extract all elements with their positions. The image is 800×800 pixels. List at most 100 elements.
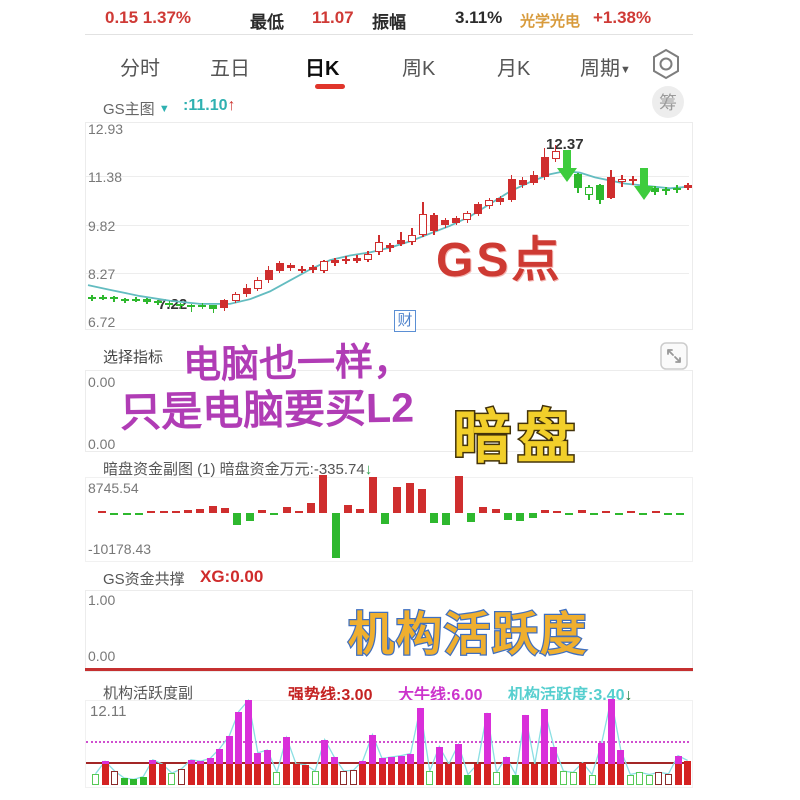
anpan-bar-up (491, 509, 500, 513)
candle-body (143, 299, 152, 302)
candle-body (397, 239, 406, 244)
candle-body (121, 298, 130, 301)
activity-bar-red-base (321, 764, 329, 785)
activity-bar-hollow-green (645, 774, 653, 785)
candle-body (187, 305, 196, 308)
activity-bar-red (445, 764, 453, 785)
activity-bar-hollow-green (559, 771, 567, 785)
candle-body (540, 157, 549, 178)
candle-body (474, 203, 483, 214)
tab-period-dropdown[interactable]: 周期▼ (580, 52, 631, 81)
picker-y-top: 0.00 (88, 374, 116, 390)
expand-icon[interactable] (660, 342, 688, 370)
candle-body (408, 234, 417, 242)
activity-bar-red (579, 762, 587, 785)
up-arrow-icon: ↑ (227, 97, 236, 114)
anpan-bar-down (270, 513, 279, 515)
gridline (86, 176, 689, 177)
main-indicator-value: :11.10↑ (183, 97, 235, 115)
tab-monthly-k[interactable]: 月K (497, 58, 531, 80)
anpan-bar-up (368, 477, 377, 513)
tab-weekly-k[interactable]: 周K (402, 58, 436, 80)
amplitude-value: 3.11% (455, 8, 503, 27)
empty-indicator-panel[interactable] (85, 370, 693, 452)
chevron-down-icon: ▼ (158, 103, 170, 115)
institution-activity-watermark: 机构活跃度 (347, 607, 588, 662)
activity-bar-red-base (225, 764, 233, 785)
candle-body (264, 270, 273, 281)
candle-body (231, 293, 240, 301)
indicator-value-text: :11.10 (183, 97, 228, 114)
anpan-bar-down (442, 513, 451, 526)
anpan-bar-up (577, 510, 586, 513)
activity-bar-magenta (368, 734, 376, 785)
tab-intraday[interactable]: 分时 (120, 58, 160, 80)
anpan-bar-down (134, 513, 143, 515)
activity-bar-green (120, 778, 128, 785)
candle-body (584, 186, 593, 196)
activity-bar-red (531, 764, 539, 785)
activity-bar-magenta (244, 700, 252, 785)
candle-body (606, 177, 615, 198)
activity-bar-hollow-red (665, 773, 672, 785)
candle-body (617, 178, 626, 183)
chips-badge[interactable]: 筹 (652, 86, 684, 118)
activity-y-label: 12.11 (90, 703, 127, 720)
anpan-bar-down (122, 513, 131, 515)
activity-bar-hollow-red (340, 771, 348, 785)
activity-bar-red-base (416, 764, 424, 785)
activity-bar-red-base (263, 764, 271, 785)
tab-daily-k[interactable]: 日K (305, 58, 340, 80)
gs-fund-panel[interactable] (85, 590, 693, 672)
candle-body (452, 218, 461, 223)
candle-body (485, 200, 494, 207)
candle-body (684, 184, 693, 189)
anpan-bar-up (626, 511, 635, 513)
activity-bar-red-base (235, 764, 243, 785)
anpan-bar-up (221, 508, 229, 513)
main-y-label: 12.93 (88, 121, 124, 137)
activity-bar-red-base (454, 764, 462, 785)
activity-bar-green (139, 776, 147, 785)
settings-gear-icon[interactable] (648, 46, 684, 82)
tab-five-day[interactable]: 五日 (210, 58, 250, 80)
low-label: 最低 (250, 13, 284, 32)
activity-bar-red-base (359, 764, 367, 785)
activity-bar-red-base (607, 764, 615, 785)
activity-bar-red (474, 764, 481, 785)
activity-bar-red (302, 764, 310, 785)
candle-body (518, 180, 527, 185)
candle-body (154, 301, 163, 304)
candle-body (198, 304, 207, 307)
main-y-label: 11.38 (88, 169, 122, 185)
sell-signal-arrow-stem (640, 168, 648, 186)
candle-body (99, 296, 108, 299)
anpan-bar-up (651, 511, 660, 513)
anpan-bar-up (171, 511, 180, 513)
down-arrow-icon: ↓ (364, 461, 373, 478)
price-change: 0.15 1.37% (105, 8, 192, 27)
activity-bar-red-base (330, 764, 338, 785)
candle-body (573, 174, 582, 189)
activity-bar-hollow-green (636, 772, 644, 785)
candle-body (330, 260, 339, 263)
low-value: 11.07 (312, 8, 354, 27)
anpan-bar-up (454, 476, 463, 513)
activity-bar-magenta (416, 708, 424, 785)
activity-title: 机构活跃度副 (103, 685, 194, 702)
anpan-bar-up (356, 508, 365, 513)
activity-bar-hollow-red (111, 771, 119, 785)
candle-body (286, 264, 295, 268)
candle-body (551, 151, 560, 159)
candle-body (352, 258, 361, 261)
main-indicator-dropdown[interactable]: GS主图 ▼ (103, 98, 170, 119)
sector-link[interactable]: 光学光电 (520, 13, 581, 30)
anpan-bar-down (676, 513, 685, 515)
candle-body (220, 300, 229, 308)
activity-bar-red-base (368, 764, 376, 785)
anpan-bar-up (344, 504, 352, 513)
select-indicator-button[interactable]: 选择指标 (103, 349, 164, 366)
anpan-bar-chart[interactable] (85, 477, 693, 562)
anpan-bar-up (319, 475, 328, 513)
activity-bar-red-base (378, 764, 386, 785)
